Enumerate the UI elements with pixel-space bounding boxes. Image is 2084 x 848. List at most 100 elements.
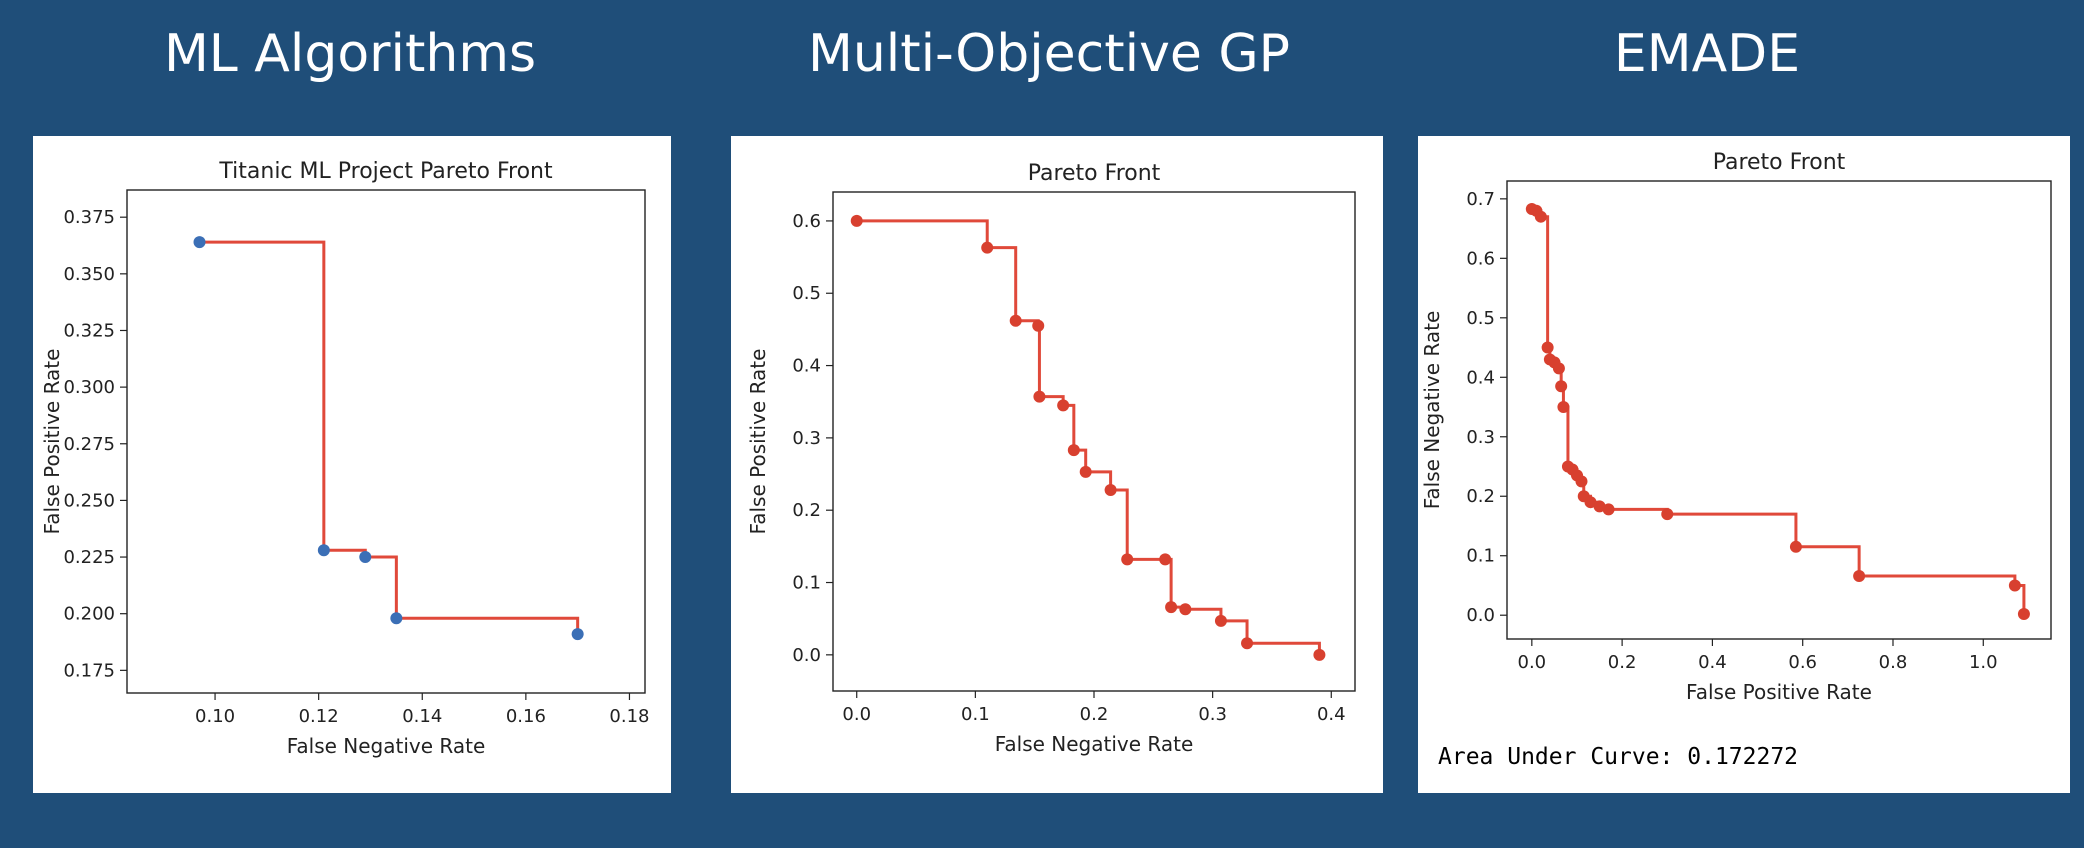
y-tick-label: 0.5 [792, 283, 821, 304]
y-tick-label: 0.4 [792, 356, 821, 377]
pareto-point [359, 551, 372, 564]
x-tick-label: 0.4 [1698, 652, 1727, 673]
plot-frame [832, 191, 1356, 692]
heading-multi-objective-gp: Multi-Objective GP [807, 24, 1291, 84]
plot-frame [126, 189, 646, 694]
pareto-point [1032, 319, 1045, 332]
y-tick-label: 0.5 [1466, 308, 1495, 329]
x-tick-label: 0.16 [506, 706, 546, 727]
y-tick-label: 0.2 [1466, 486, 1495, 507]
y-axis-label: False Positive Rate [40, 349, 64, 535]
y-tick-label: 0.225 [63, 547, 115, 568]
x-tick-label: 0.6 [1788, 652, 1817, 673]
x-tick-label: 1.0 [1969, 652, 1998, 673]
plot-frame [1506, 180, 2052, 640]
pareto-point [1534, 210, 1547, 223]
x-tick-label: 0.2 [1608, 652, 1637, 673]
y-tick-label: 0.6 [792, 211, 821, 232]
pareto-point [1557, 401, 1570, 414]
pareto-point [390, 612, 403, 625]
pareto-front-line [1531, 207, 2026, 615]
pareto-point [571, 628, 584, 641]
x-tick-label: 0.3 [1198, 704, 1227, 725]
pareto-point [1555, 380, 1568, 393]
y-tick-label: 0.0 [1466, 605, 1495, 626]
y-axis-label: False Negative Rate [1420, 311, 1444, 510]
pareto-point [1313, 648, 1326, 661]
chart-panel-multi-objective-gp: 0.0 0.1 0.2 0.3 0.4 0.0 0.1 0.2 0.3 0.4 0.5 0.6 Pare… [731, 136, 1383, 793]
chart-title: Titanic ML Project Pareto Front [218, 159, 553, 184]
y-axis-label: False Positive Rate [746, 349, 770, 535]
pareto-point [1241, 637, 1254, 650]
pareto-point [1009, 314, 1022, 327]
y-tick-label: 0.3 [1466, 427, 1495, 448]
x-tick-label: 0.0 [1518, 652, 1547, 673]
pareto-point [1575, 475, 1588, 488]
pareto-point [1104, 483, 1117, 496]
x-tick-label: 0.10 [195, 706, 235, 727]
pareto-point [1159, 553, 1172, 566]
chart-title: Pareto Front [1028, 161, 1161, 186]
pareto-point [1079, 465, 1092, 478]
pareto-point [1602, 503, 1615, 516]
chart-emade: 0.0 0.2 0.4 0.6 0.8 1.0 0.0 0.1 0.2 0.3 0.4 0.5 0.6 0… [1420, 150, 2052, 704]
y-tick-label: 0.7 [1466, 189, 1495, 210]
y-tick-label: 0.1 [1466, 546, 1495, 567]
pareto-point [2017, 608, 2030, 621]
y-tick-label: 0.0 [792, 645, 821, 666]
x-tick-label: 0.4 [1317, 704, 1346, 725]
y-tick-label: 0.2 [792, 500, 821, 521]
pareto-point [1584, 496, 1597, 509]
pareto-point [1789, 540, 1802, 553]
pareto-point [1593, 500, 1606, 513]
y-tick-label: 0.175 [63, 660, 115, 681]
y-tick-label: 0.200 [63, 604, 115, 625]
x-tick-label: 0.18 [609, 706, 649, 727]
y-tick-label: 0.6 [1466, 248, 1495, 269]
x-axis-label: False Negative Rate [287, 734, 486, 758]
pareto-front-line [856, 219, 1321, 655]
pareto-point [1121, 553, 1134, 566]
chart-multi-objective-gp: 0.0 0.1 0.2 0.3 0.4 0.0 0.1 0.2 0.3 0.4 0.5 0.6 Pare… [746, 161, 1356, 756]
heading-emade: EMADE [1613, 24, 1801, 84]
y-tick-label: 0.350 [63, 264, 115, 285]
x-tick-label: 0.12 [299, 706, 339, 727]
y-tick-label: 0.300 [63, 377, 115, 398]
x-tick-label: 0.0 [842, 704, 871, 725]
y-tick-label: 0.250 [63, 490, 115, 511]
pareto-point [1552, 362, 1565, 375]
pareto-point [1033, 390, 1046, 403]
pareto-front-line [199, 240, 580, 635]
pareto-point [317, 544, 330, 557]
pareto-point [1661, 508, 1674, 521]
y-tick-label: 0.375 [63, 207, 115, 228]
pareto-point [1214, 614, 1227, 627]
chart-panel-emade: 0.0 0.2 0.4 0.6 0.8 1.0 0.0 0.1 0.2 0.3 0.4 0.5 0.6 0… [1418, 136, 2070, 793]
x-tick-label: 0.14 [402, 706, 442, 727]
heading-ml-algorithms: ML Algorithms [163, 24, 537, 84]
pareto-point [1057, 399, 1070, 412]
chart-title: Pareto Front [1713, 150, 1846, 175]
pareto-point [850, 214, 863, 227]
chart-panel-ml-algorithms: 0.10 0.12 0.14 0.16 0.18 0.175 0.200 0.225 0.250… [33, 136, 671, 793]
x-axis-label: False Positive Rate [1686, 680, 1872, 704]
chart-ml-algorithms: 0.10 0.12 0.14 0.16 0.18 0.175 0.200 0.225 0.250… [40, 159, 649, 758]
pareto-point [981, 241, 994, 254]
pareto-point [1165, 601, 1178, 614]
pareto-point [2008, 579, 2021, 592]
pareto-point [1067, 444, 1080, 457]
x-axis-label: False Negative Rate [995, 732, 1194, 756]
y-tick-label: 0.325 [63, 320, 115, 341]
x-tick-label: 0.1 [961, 704, 990, 725]
y-tick-label: 0.1 [792, 573, 821, 594]
y-tick-label: 0.3 [792, 428, 821, 449]
x-tick-label: 0.8 [1879, 652, 1908, 673]
x-tick-label: 0.2 [1080, 704, 1109, 725]
pareto-point [1853, 569, 1866, 582]
area-under-curve-label: Area Under Curve: 0.172272 [1438, 744, 1799, 770]
pareto-point [1541, 341, 1554, 354]
pareto-point [193, 236, 206, 249]
pareto-point [1179, 603, 1192, 616]
y-tick-label: 0.275 [63, 434, 115, 455]
y-tick-label: 0.4 [1466, 367, 1495, 388]
